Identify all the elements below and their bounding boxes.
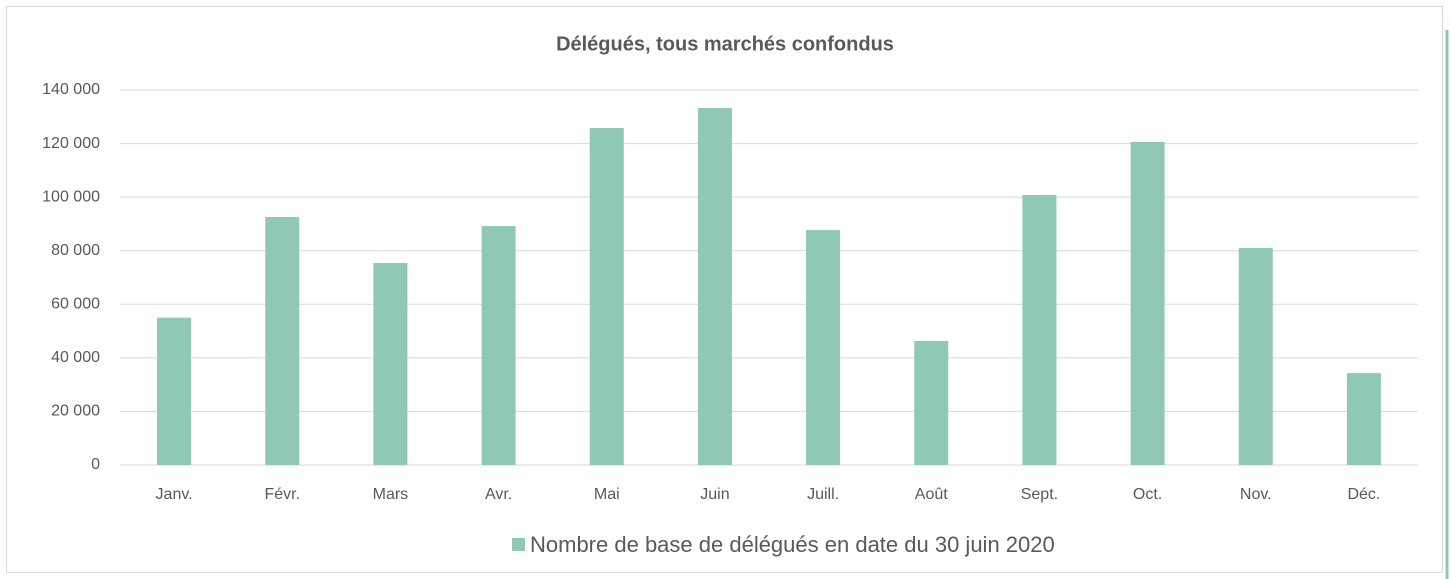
x-tick-label: Mai <box>594 486 620 503</box>
bar <box>1022 195 1057 465</box>
x-tick-label: Sept. <box>1021 486 1058 503</box>
bar <box>157 317 192 465</box>
bar <box>265 216 300 465</box>
bar <box>1346 373 1381 465</box>
legend-label: Nombre de base de délégués en date du 30… <box>530 532 1055 557</box>
y-tick-label: 0 <box>91 456 100 473</box>
chart-title: Délégués, tous marchés confondus <box>556 33 894 55</box>
x-tick-label: Févr. <box>264 486 300 503</box>
bar <box>481 226 516 465</box>
y-tick-label: 40 000 <box>51 349 100 366</box>
x-tick-label: Janv. <box>156 486 193 503</box>
y-tick-label: 140 000 <box>42 81 100 98</box>
bar <box>806 230 841 465</box>
y-tick-label: 80 000 <box>51 242 100 259</box>
x-tick-label: Mars <box>373 486 409 503</box>
bar <box>373 263 408 465</box>
y-tick-label: 100 000 <box>42 188 100 205</box>
x-tick-label: Août <box>915 486 948 503</box>
y-tick-label: 20 000 <box>51 403 100 420</box>
bar <box>589 128 624 466</box>
x-tick-label: Déc. <box>1347 486 1380 503</box>
x-tick-label: Juin <box>700 486 729 503</box>
bar <box>1238 248 1273 465</box>
legend-swatch <box>512 538 525 551</box>
x-tick-label: Juill. <box>807 486 839 503</box>
x-tick-label: Avr. <box>485 486 512 503</box>
x-tick-label: Nov. <box>1240 486 1272 503</box>
bar <box>697 107 732 466</box>
bar <box>1130 141 1165 465</box>
bar <box>914 340 949 465</box>
y-tick-label: 120 000 <box>42 135 100 152</box>
y-tick-label: 60 000 <box>51 296 100 313</box>
x-tick-label: Oct. <box>1133 486 1162 503</box>
